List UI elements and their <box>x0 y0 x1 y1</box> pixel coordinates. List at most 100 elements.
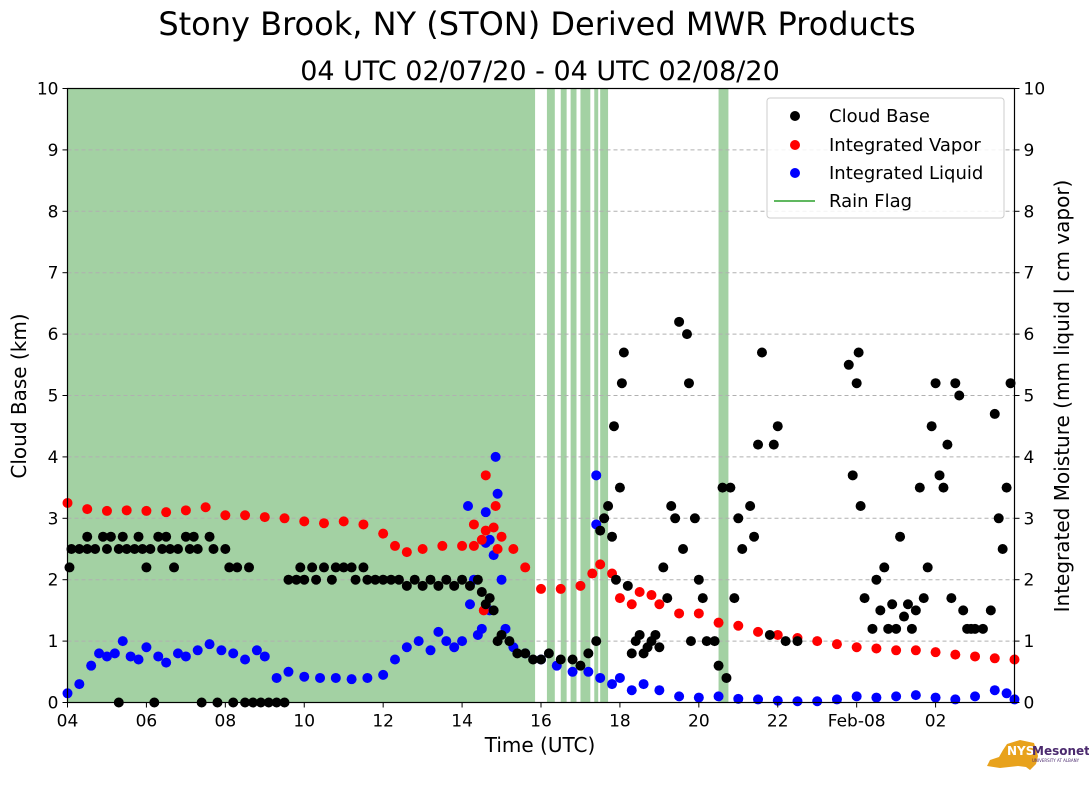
cloud-base-point <box>681 329 692 340</box>
x-tick-label: 22 <box>767 712 789 732</box>
cloud-base-point <box>871 574 882 585</box>
liquid-point <box>133 654 144 665</box>
rain-flag-band <box>600 88 609 703</box>
vapor-point <box>733 620 744 631</box>
liquid-point <box>733 693 744 704</box>
cloud-base-point <box>678 544 689 554</box>
x-axis-label: Time (UTC) <box>484 733 596 757</box>
cloud-base-point <box>989 408 1000 419</box>
liquid-point <box>891 691 902 702</box>
vapor-point <box>488 522 499 533</box>
cloud-base-point <box>899 611 910 622</box>
cloud-base-point <box>725 482 736 493</box>
liquid-point <box>180 651 191 662</box>
vapor-point <box>259 512 270 523</box>
vapor-point <box>989 653 1000 664</box>
cloud-base-point <box>326 574 337 585</box>
y-tick-label-left: 6 <box>48 325 59 345</box>
liquid-point <box>153 651 164 662</box>
cloud-base-series <box>64 316 1016 708</box>
vapor-point <box>318 518 329 529</box>
liquid-point <box>401 642 412 653</box>
cloud-base-point <box>90 544 101 554</box>
vapor-point <box>851 642 862 653</box>
vapor-point <box>970 651 981 662</box>
integrated-liquid-series <box>62 451 1020 707</box>
cloud-base-point <box>101 544 112 554</box>
legend-label-cloud-base: Cloud Base <box>829 106 930 127</box>
vapor-point <box>492 544 503 554</box>
cloud-base-point <box>567 654 578 665</box>
vapor-point <box>200 502 211 513</box>
liquid-point <box>871 692 882 703</box>
cloud-base-point <box>311 574 322 585</box>
cloud-base-point <box>504 636 515 647</box>
cloud-base-point <box>764 629 775 640</box>
liquid-point <box>141 642 152 653</box>
x-tick-label: 08 <box>215 712 237 732</box>
cloud-base-point <box>208 544 219 554</box>
vapor-point <box>536 583 546 594</box>
liquid-point <box>970 691 981 702</box>
cloud-base-point <box>616 378 627 389</box>
ny-state-shape-icon <box>987 740 1038 770</box>
cloud-base-point <box>654 642 665 653</box>
liquid-point <box>812 696 823 707</box>
cloud-base-point <box>977 623 988 634</box>
x-tick-label: 16 <box>530 712 552 732</box>
liquid-point <box>228 648 239 659</box>
liquid-point <box>204 639 215 650</box>
y-axis-label-right: Integrated Moisture (mm liquid | cm vapo… <box>1050 180 1074 613</box>
cloud-base-point <box>346 562 357 573</box>
logo-org: UNIVERSITY AT ALBANY <box>1032 758 1080 763</box>
cloud-base-point <box>161 531 172 542</box>
cloud-base-point <box>172 544 183 554</box>
x-tick-label: 18 <box>609 712 631 732</box>
y-axis-ticks: 0 0 1 1 2 2 3 3 4 4 5 5 6 6 7 7 8 8 9 9 10 10 <box>37 80 1045 714</box>
cloud-base-point <box>528 654 539 665</box>
rain-flag-band <box>560 88 567 703</box>
cloud-base-point <box>701 636 712 647</box>
cloud-base-point <box>685 636 696 647</box>
liquid-point <box>94 648 105 659</box>
cloud-base-point <box>847 470 858 481</box>
cloud-base-point <box>192 544 203 554</box>
liquid-point <box>464 599 475 610</box>
liquid-point <box>792 696 803 707</box>
cloud-base-point <box>922 562 933 573</box>
cloud-base-point <box>843 359 854 370</box>
y-tick-label-left: 0 <box>48 694 59 714</box>
vapor-point <box>713 617 724 628</box>
cloud-base-point <box>184 544 195 554</box>
vapor-point <box>358 519 369 530</box>
cloud-base-point <box>350 574 361 585</box>
cloud-base-point <box>188 531 199 542</box>
x-tick-label: 02 <box>925 712 947 732</box>
cloud-base-point <box>674 316 685 327</box>
cloud-base-point <box>169 562 180 573</box>
legend-marker-vapor <box>790 140 800 150</box>
cloud-base-point <box>141 562 152 573</box>
liquid-point <box>283 666 294 677</box>
cloud-base-point <box>851 378 862 389</box>
cloud-base-point <box>145 544 156 554</box>
cloud-base-point <box>449 580 460 591</box>
vapor-point <box>930 647 941 658</box>
cloud-base-point <box>666 501 677 512</box>
cloud-base-point <box>591 636 602 647</box>
vapor-point <box>240 510 251 521</box>
vapor-point <box>220 510 231 521</box>
cloud-base-point <box>713 660 724 671</box>
cloud-base-point <box>244 562 255 573</box>
cloud-base-point <box>853 347 864 358</box>
vapor-point <box>490 501 501 512</box>
x-tick-label: 10 <box>293 712 315 732</box>
y-tick-label-left: 8 <box>48 202 59 222</box>
chart-title: Stony Brook, NY (STON) Derived MWR Produ… <box>158 5 915 43</box>
y-tick-label-right: 1 <box>1024 632 1035 652</box>
vapor-point <box>891 645 902 656</box>
cloud-base-point <box>583 648 594 659</box>
cloud-base-point <box>993 513 1004 524</box>
cloud-base-point <box>488 605 499 616</box>
